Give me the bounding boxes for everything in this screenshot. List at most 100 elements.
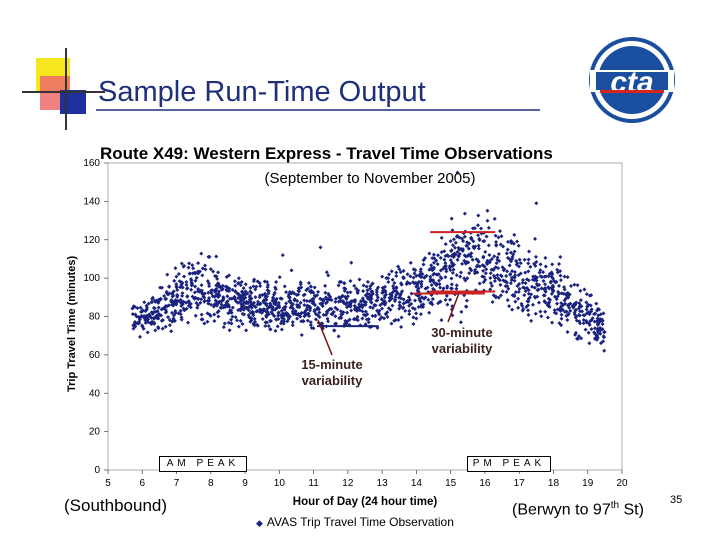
data-point bbox=[240, 290, 245, 295]
data-point bbox=[507, 263, 512, 268]
data-point bbox=[428, 266, 433, 271]
data-point bbox=[555, 294, 560, 299]
data-point bbox=[418, 269, 423, 274]
data-point bbox=[396, 317, 401, 322]
slide-number: 35 bbox=[670, 494, 683, 506]
data-point bbox=[466, 252, 471, 257]
data-point bbox=[495, 257, 500, 262]
data-point bbox=[174, 274, 179, 279]
data-point bbox=[211, 269, 216, 274]
data-point bbox=[431, 272, 436, 277]
data-point bbox=[214, 274, 219, 279]
data-point bbox=[280, 253, 285, 258]
data-point bbox=[419, 279, 424, 284]
data-point bbox=[270, 298, 275, 303]
data-point bbox=[236, 281, 241, 286]
data-point bbox=[534, 260, 539, 265]
data-point bbox=[595, 335, 600, 340]
data-point bbox=[253, 287, 258, 292]
data-point bbox=[565, 330, 570, 335]
data-point bbox=[495, 273, 500, 278]
data-point bbox=[258, 293, 263, 298]
route-extent-note: (Berwyn to 97th St) bbox=[512, 500, 644, 519]
data-point bbox=[162, 293, 167, 298]
data-point bbox=[205, 311, 210, 316]
data-point bbox=[363, 313, 368, 318]
data-point bbox=[199, 312, 204, 317]
data-point bbox=[389, 321, 394, 326]
data-point bbox=[504, 274, 509, 279]
data-point bbox=[299, 310, 304, 315]
data-point bbox=[184, 286, 189, 291]
data-point bbox=[533, 274, 538, 279]
data-point bbox=[533, 263, 538, 268]
data-point bbox=[180, 293, 185, 298]
data-point bbox=[287, 290, 292, 295]
data-point bbox=[589, 327, 594, 332]
data-point bbox=[434, 258, 439, 263]
data-point bbox=[464, 298, 469, 303]
data-point bbox=[496, 251, 501, 256]
data-point bbox=[559, 312, 564, 317]
data-point bbox=[457, 235, 462, 240]
data-point bbox=[273, 298, 278, 303]
data-point bbox=[565, 303, 570, 308]
data-point bbox=[469, 268, 474, 273]
x-tick-label: 20 bbox=[616, 478, 628, 489]
data-point bbox=[448, 297, 453, 302]
data-point bbox=[427, 310, 432, 315]
data-point bbox=[479, 226, 484, 231]
data-point bbox=[543, 309, 548, 314]
data-point bbox=[315, 305, 320, 310]
data-point bbox=[241, 297, 246, 302]
data-point bbox=[483, 271, 488, 276]
data-point bbox=[459, 309, 464, 314]
data-point bbox=[309, 298, 314, 303]
data-point bbox=[494, 243, 499, 248]
data-point bbox=[389, 269, 394, 274]
data-point bbox=[360, 296, 365, 301]
data-point bbox=[348, 278, 353, 283]
data-point bbox=[382, 295, 387, 300]
data-point bbox=[539, 314, 544, 319]
data-point bbox=[344, 300, 349, 305]
data-point bbox=[147, 314, 152, 319]
data-point bbox=[130, 312, 135, 317]
data-point bbox=[226, 302, 231, 307]
data-point bbox=[510, 269, 515, 274]
data-point bbox=[237, 293, 242, 298]
data-point bbox=[179, 280, 184, 285]
data-point bbox=[186, 303, 191, 308]
data-point bbox=[411, 315, 416, 320]
data-point bbox=[265, 279, 270, 284]
y-tick-label: 160 bbox=[83, 158, 100, 169]
data-point bbox=[189, 283, 194, 288]
x-tick-label: 17 bbox=[514, 478, 526, 489]
data-point bbox=[552, 308, 557, 313]
data-point bbox=[236, 276, 241, 281]
data-point bbox=[555, 270, 560, 275]
data-point bbox=[414, 316, 419, 321]
data-point bbox=[184, 282, 189, 287]
data-point bbox=[289, 268, 294, 273]
data-point bbox=[200, 266, 205, 271]
data-point bbox=[273, 328, 278, 333]
data-point bbox=[252, 304, 257, 309]
data-point bbox=[230, 287, 235, 292]
data-point bbox=[429, 283, 434, 288]
data-point bbox=[541, 270, 546, 275]
data-point bbox=[519, 301, 524, 306]
data-point bbox=[407, 281, 412, 286]
data-point bbox=[573, 308, 578, 313]
data-point bbox=[511, 252, 516, 257]
data-point bbox=[390, 303, 395, 308]
data-point bbox=[601, 311, 606, 316]
data-point bbox=[461, 239, 466, 244]
data-point bbox=[299, 333, 304, 338]
data-point bbox=[514, 262, 519, 267]
data-point bbox=[358, 299, 363, 304]
data-point bbox=[535, 288, 540, 293]
data-point bbox=[228, 308, 233, 313]
data-point bbox=[437, 278, 442, 283]
